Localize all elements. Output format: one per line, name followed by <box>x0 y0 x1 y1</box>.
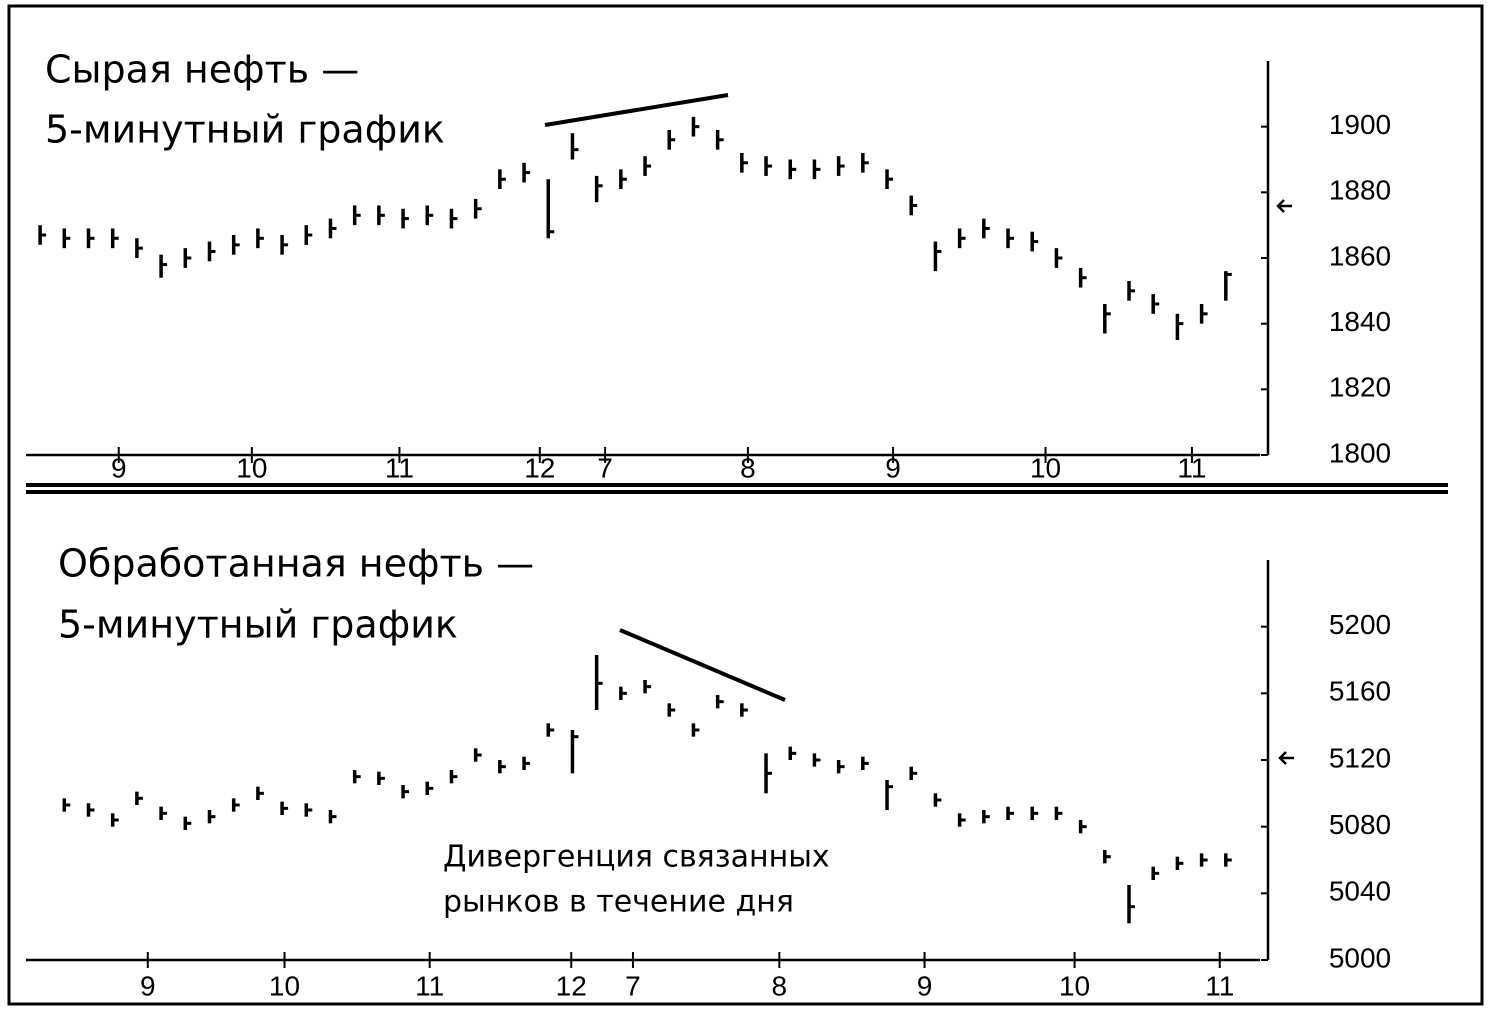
chart-title: Обработанная нефть — <box>58 542 534 586</box>
y-tick-label: 5120 <box>1329 742 1391 773</box>
x-tick-label: 10 <box>236 452 267 483</box>
x-tick-label: 11 <box>385 452 414 483</box>
arrow-marker <box>1276 199 1292 213</box>
chart-title: Сырая нефть — <box>45 48 359 92</box>
x-tick-label: 11 <box>1205 970 1234 1001</box>
y-tick-label: 1900 <box>1329 109 1391 140</box>
x-tick-label: 7 <box>597 452 613 483</box>
y-tick-label: 1880 <box>1329 175 1391 206</box>
chart-subtitle: 5-минутный график <box>45 108 445 152</box>
x-tick-label: 9 <box>917 970 933 1001</box>
x-tick-label: 7 <box>625 970 641 1001</box>
trend-line <box>544 93 729 127</box>
trend-line <box>619 628 786 702</box>
frame <box>7 4 1484 1006</box>
x-tick-label: 12 <box>556 970 587 1001</box>
x-tick-label: 11 <box>1177 452 1206 483</box>
y-tick-label: 5200 <box>1329 609 1391 640</box>
y-tick-label: 1820 <box>1329 372 1391 403</box>
y-tick-label: 1840 <box>1329 306 1391 337</box>
x-tick-label: 9 <box>111 452 127 483</box>
arrow-marker <box>1278 751 1294 765</box>
y-tick-label: 1860 <box>1329 240 1391 271</box>
y-tick-label: 5080 <box>1329 809 1391 840</box>
y-tick-label: 1800 <box>1329 437 1391 468</box>
x-tick-label: 11 <box>415 970 444 1001</box>
x-tick-label: 9 <box>885 452 901 483</box>
x-tick-label: 8 <box>772 970 788 1001</box>
x-tick-label: 12 <box>524 452 555 483</box>
y-tick-label: 5000 <box>1329 942 1391 973</box>
x-tick-label: 10 <box>1030 452 1061 483</box>
x-tick-label: 10 <box>1059 970 1090 1001</box>
annotation: Дивергенция связанных <box>443 840 830 875</box>
chart-subtitle: 5-минутный график <box>58 603 458 647</box>
x-tick-label: 10 <box>269 970 300 1001</box>
y-tick-label: 5040 <box>1329 876 1391 907</box>
x-tick-label: 9 <box>140 970 156 1001</box>
y-tick-label: 5160 <box>1329 676 1391 707</box>
annotation: рынков в течение дня <box>443 885 794 920</box>
x-tick-label: 8 <box>740 452 756 483</box>
